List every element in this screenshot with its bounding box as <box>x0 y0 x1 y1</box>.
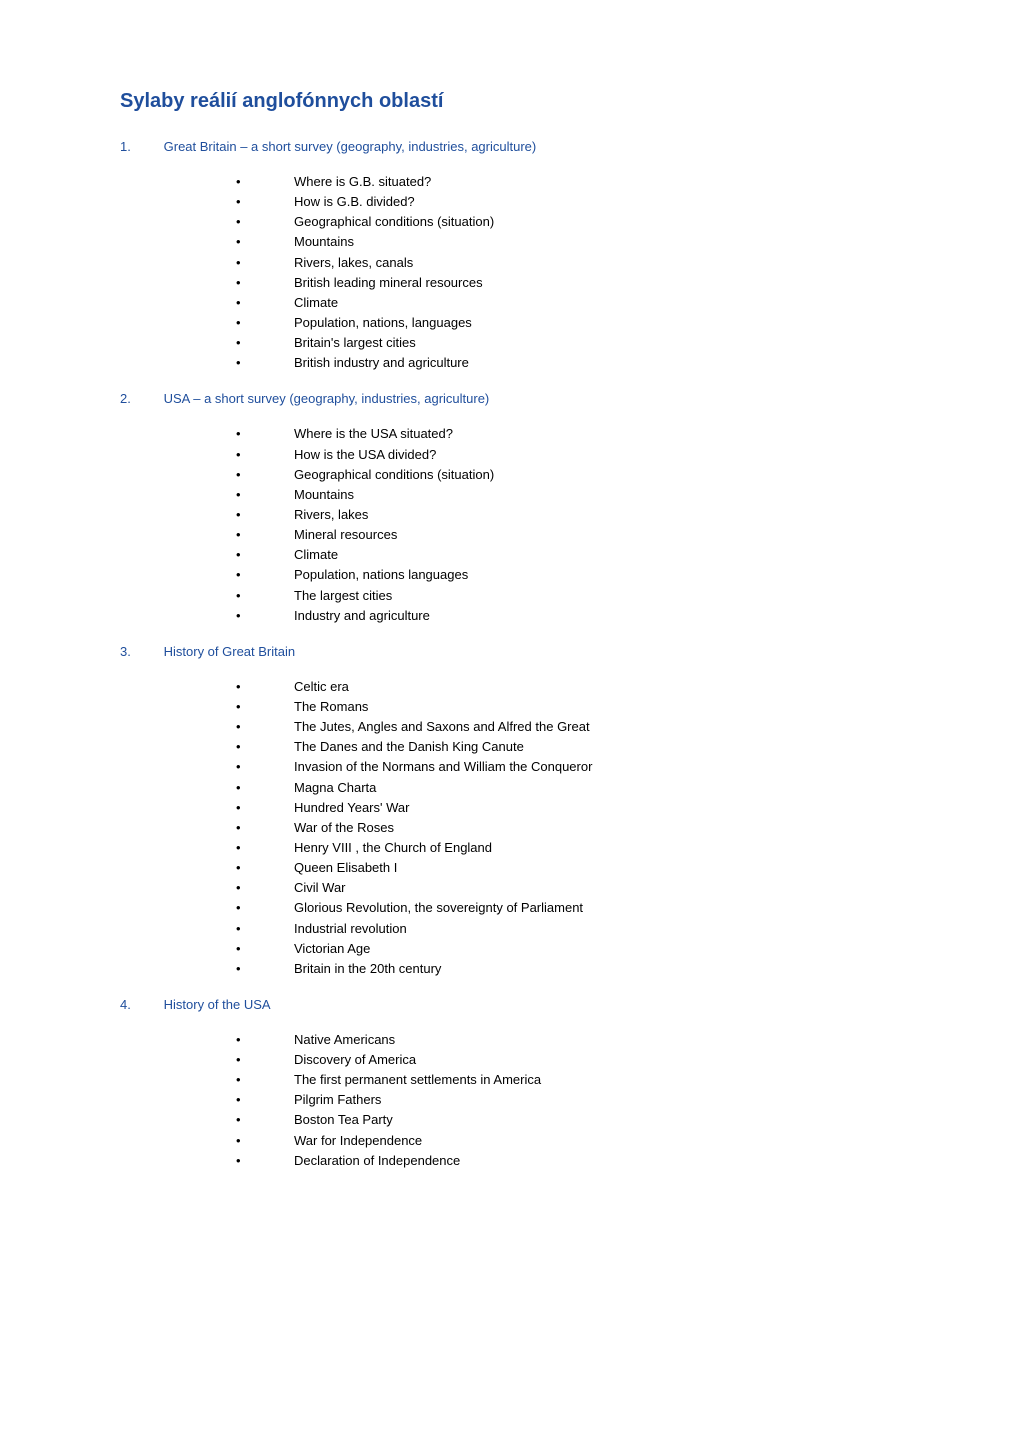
section-heading-text: Great Britain – a short survey (geograph… <box>164 139 537 154</box>
list-item: War of the Roses <box>236 818 900 838</box>
section-heading-text: History of the USA <box>164 997 271 1012</box>
list-item: Population, nations, languages <box>236 313 900 333</box>
list-item: Where is G.B. situated? <box>236 172 900 192</box>
list-item: How is the USA divided? <box>236 445 900 465</box>
list-item: Where is the USA situated? <box>236 424 900 444</box>
section-heading: 4. History of the USA <box>120 997 900 1012</box>
list-item: British industry and agriculture <box>236 353 900 373</box>
list-item: Pilgrim Fathers <box>236 1090 900 1110</box>
list-item: Celtic era <box>236 677 900 697</box>
bullet-list: Celtic era The Romans The Jutes, Angles … <box>236 677 900 979</box>
list-item: Climate <box>236 545 900 565</box>
list-item: Mountains <box>236 232 900 252</box>
bullet-list: Where is the USA situated? How is the US… <box>236 424 900 625</box>
list-item: Native Americans <box>236 1030 900 1050</box>
section-2: 2. USA – a short survey (geography, indu… <box>120 391 900 625</box>
list-item: Hundred Years' War <box>236 798 900 818</box>
section-heading: 1. Great Britain – a short survey (geogr… <box>120 139 900 154</box>
list-item: Climate <box>236 293 900 313</box>
list-item: Queen Elisabeth I <box>236 858 900 878</box>
list-item: Rivers, lakes <box>236 505 900 525</box>
list-item: Invasion of the Normans and William the … <box>236 757 900 777</box>
section-number: 3. <box>120 644 160 659</box>
section-3: 3. History of Great Britain Celtic era T… <box>120 644 900 979</box>
list-item: Magna Charta <box>236 778 900 798</box>
list-item: Glorious Revolution, the sovereignty of … <box>236 898 900 918</box>
list-item: The Jutes, Angles and Saxons and Alfred … <box>236 717 900 737</box>
list-item: War for Independence <box>236 1131 900 1151</box>
section-heading: 2. USA – a short survey (geography, indu… <box>120 391 900 406</box>
list-item: Mountains <box>236 485 900 505</box>
page-title: Sylaby reálií anglofónnych oblastí <box>120 90 900 113</box>
list-item: Rivers, lakes, canals <box>236 253 900 273</box>
section-heading: 3. History of Great Britain <box>120 644 900 659</box>
section-heading-text: History of Great Britain <box>164 644 296 659</box>
list-item: Declaration of Independence <box>236 1151 900 1171</box>
list-item: The Romans <box>236 697 900 717</box>
section-1: 1. Great Britain – a short survey (geogr… <box>120 139 900 373</box>
list-item: How is G.B. divided? <box>236 192 900 212</box>
list-item: Discovery of America <box>236 1050 900 1070</box>
list-item: Boston Tea Party <box>236 1110 900 1130</box>
list-item: The first permanent settlements in Ameri… <box>236 1070 900 1090</box>
section-number: 4. <box>120 997 160 1012</box>
list-item: Industrial revolution <box>236 919 900 939</box>
bullet-list: Native Americans Discovery of America Th… <box>236 1030 900 1171</box>
list-item: Civil War <box>236 878 900 898</box>
list-item: Britain's largest cities <box>236 333 900 353</box>
list-item: Industry and agriculture <box>236 606 900 626</box>
list-item: Geographical conditions (situation) <box>236 212 900 232</box>
list-item: Victorian Age <box>236 939 900 959</box>
list-item: Geographical conditions (situation) <box>236 465 900 485</box>
list-item: Britain in the 20th century <box>236 959 900 979</box>
section-number: 2. <box>120 391 160 406</box>
section-4: 4. History of the USA Native Americans D… <box>120 997 900 1171</box>
list-item: The Danes and the Danish King Canute <box>236 737 900 757</box>
section-heading-text: USA – a short survey (geography, industr… <box>164 391 490 406</box>
section-number: 1. <box>120 139 160 154</box>
bullet-list: Where is G.B. situated? How is G.B. divi… <box>236 172 900 373</box>
list-item: British leading mineral resources <box>236 273 900 293</box>
list-item: Population, nations languages <box>236 565 900 585</box>
list-item: The largest cities <box>236 586 900 606</box>
list-item: Mineral resources <box>236 525 900 545</box>
list-item: Henry VIII , the Church of England <box>236 838 900 858</box>
